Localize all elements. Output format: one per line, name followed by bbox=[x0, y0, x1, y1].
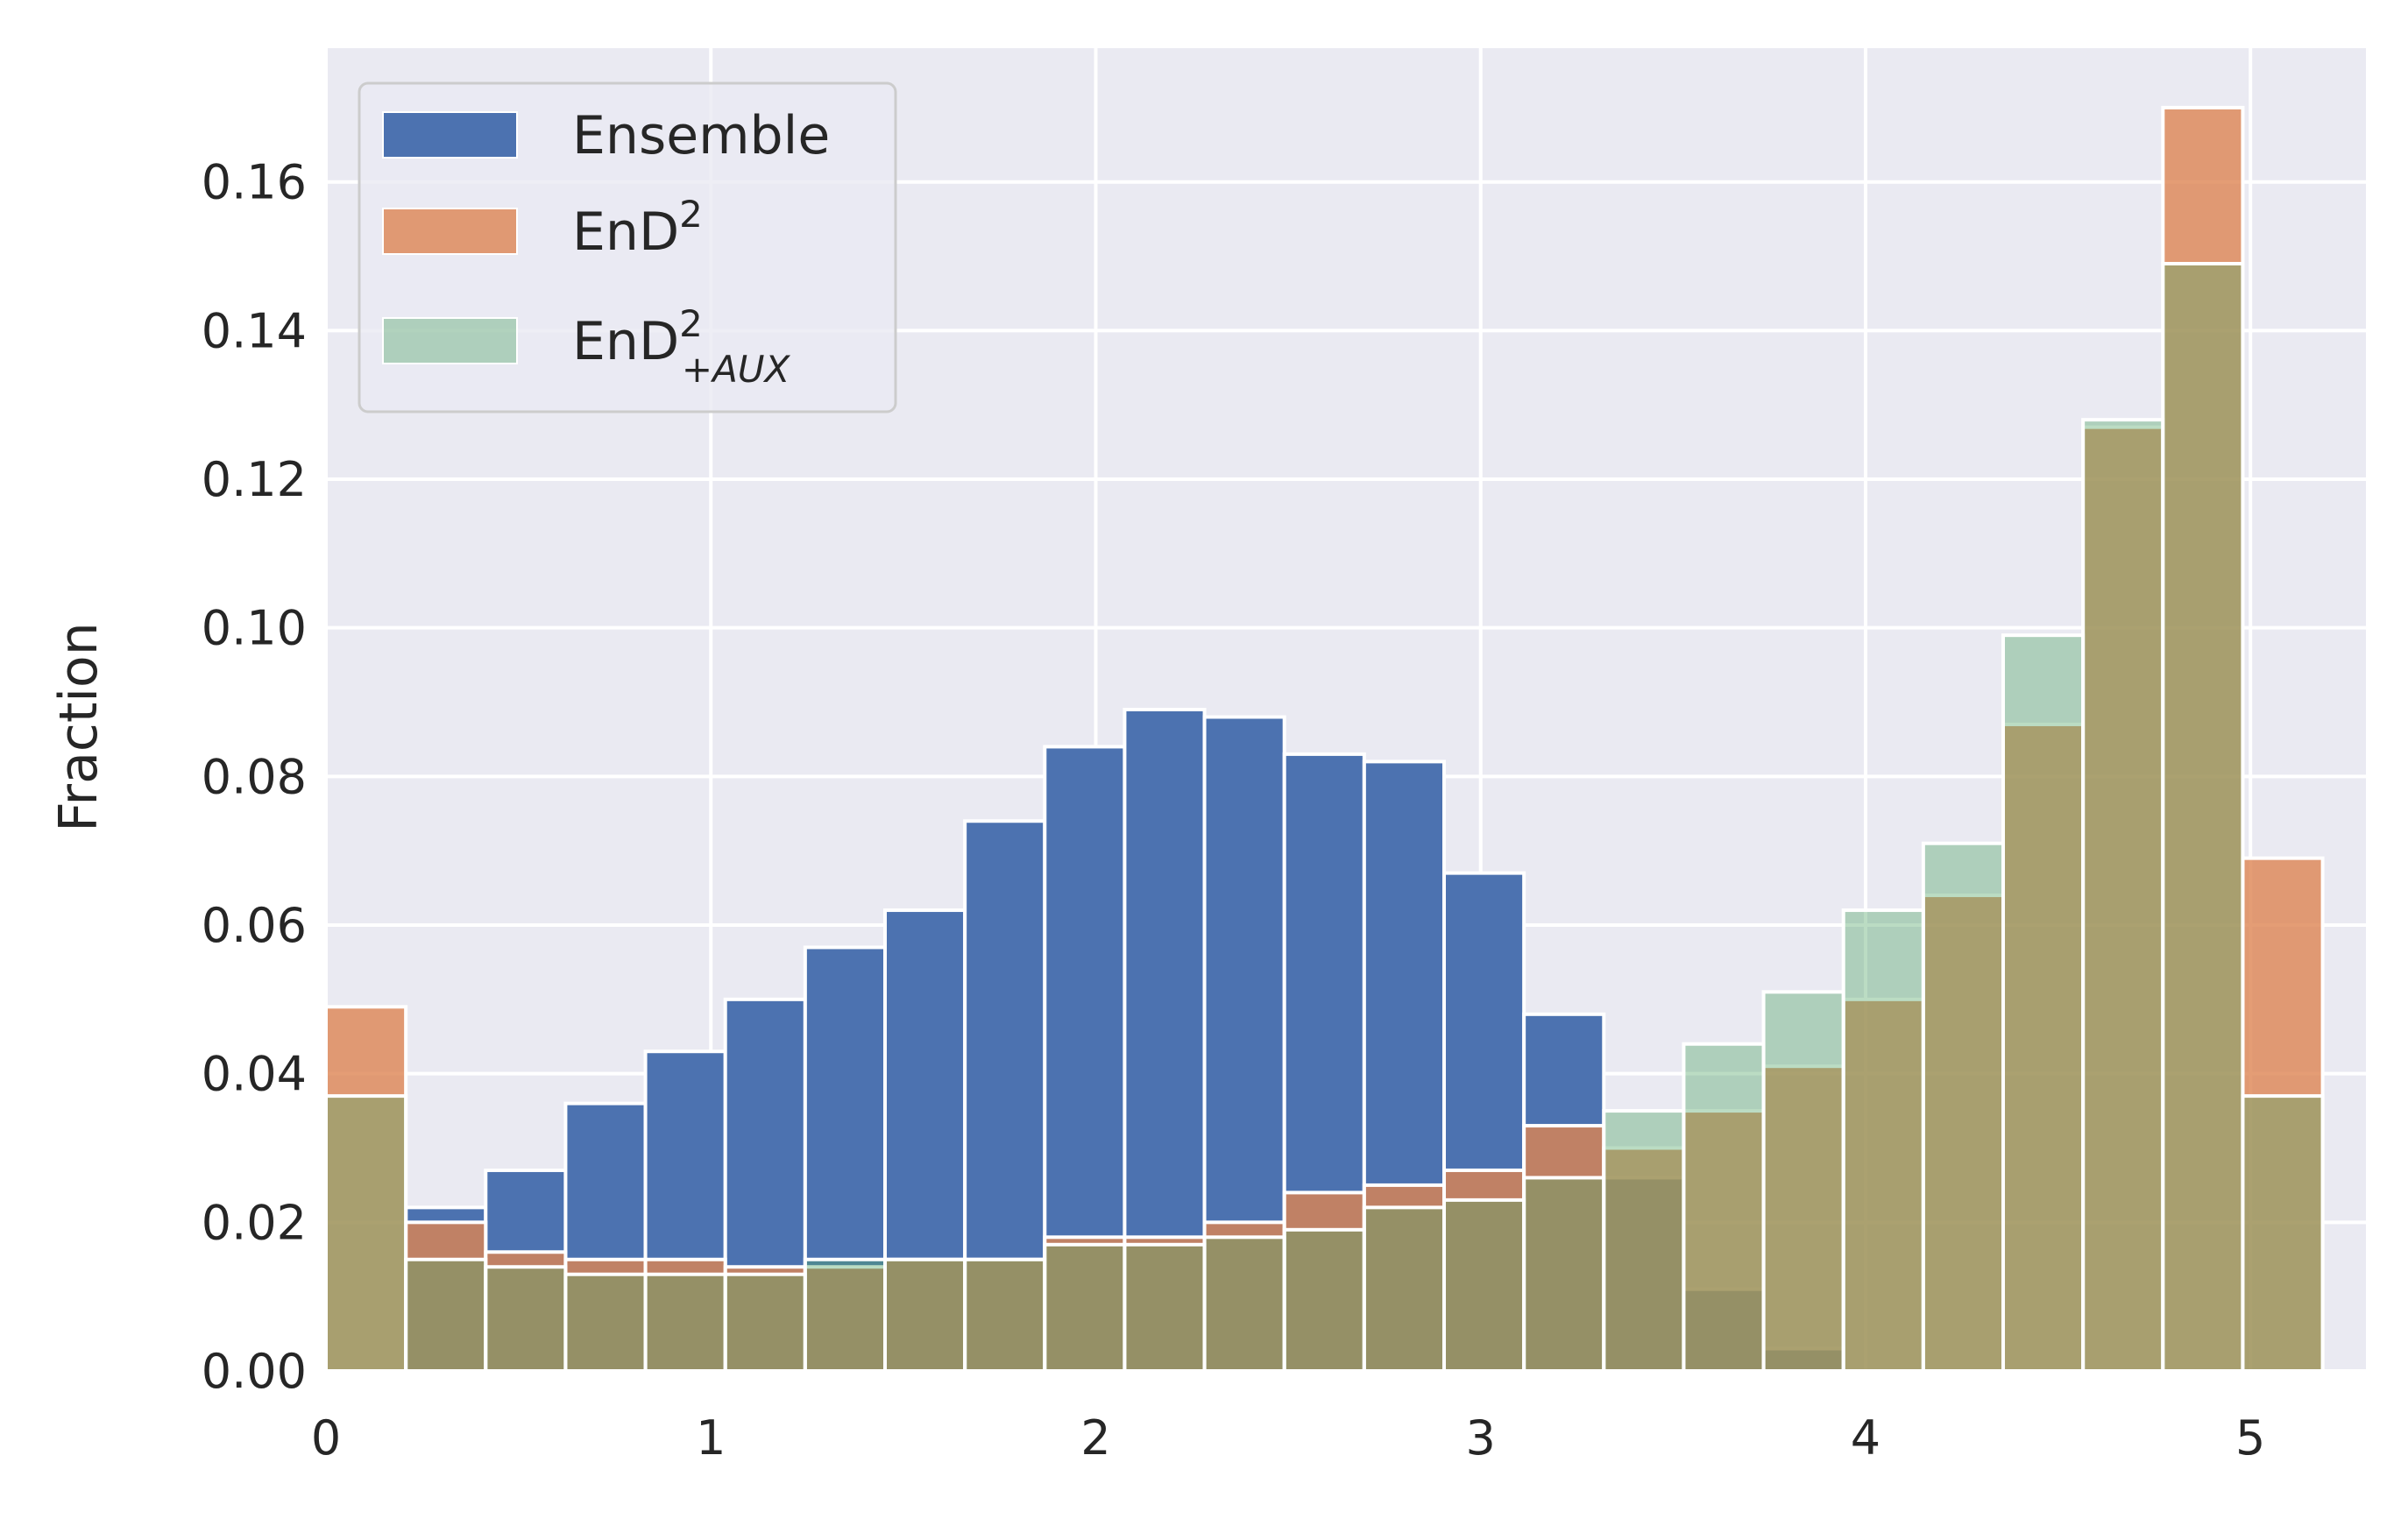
y-tick-label: 0.10 bbox=[202, 601, 307, 656]
legend-swatch-ensemble bbox=[382, 111, 518, 159]
x-tick-label: 5 bbox=[2235, 1410, 2265, 1466]
x-tick-labels: 0 1 2 3 4 5 bbox=[311, 1410, 2266, 1466]
bar bbox=[2161, 105, 2245, 1374]
y-axis-label: Fraction bbox=[48, 622, 110, 832]
y-tick-label: 0.14 bbox=[202, 303, 307, 358]
bar bbox=[1921, 841, 2006, 1373]
bar bbox=[1522, 1176, 1606, 1374]
y-tick-label: 0.08 bbox=[202, 749, 307, 804]
bar bbox=[404, 1257, 488, 1373]
bar bbox=[1123, 1242, 1207, 1373]
bar bbox=[2241, 1094, 2325, 1373]
legend-label-end2-aux-sup: 2 bbox=[679, 302, 703, 345]
y-tick-label: 0.02 bbox=[202, 1195, 307, 1250]
series-end2 bbox=[324, 105, 2325, 1374]
bar bbox=[1202, 1235, 1286, 1373]
legend-box bbox=[358, 81, 897, 413]
bar bbox=[1442, 1197, 1526, 1374]
y-tick-label: 0.00 bbox=[202, 1344, 307, 1399]
bar bbox=[1282, 1190, 1366, 1374]
legend-item-end2-aux: EnD2 +AUX bbox=[382, 302, 791, 391]
y-tick-labels: 0.00 0.02 0.04 0.06 0.08 0.10 0.12 0.14 0.16 bbox=[202, 155, 307, 1399]
bar bbox=[723, 1272, 807, 1374]
bar bbox=[1761, 990, 1845, 1373]
y-tick-label: 0.16 bbox=[202, 155, 307, 210]
x-tick-label: 4 bbox=[1851, 1410, 1880, 1466]
legend-label-end2-aux-sub: +AUX bbox=[682, 348, 791, 391]
y-tick-label: 0.04 bbox=[202, 1047, 307, 1102]
legend-label-end2-aux-text: EnD bbox=[572, 311, 679, 372]
legend-label-end2-text: EnD bbox=[572, 201, 679, 263]
y-tick-label: 0.12 bbox=[202, 452, 307, 507]
y-tick-label: 0.06 bbox=[202, 898, 307, 953]
series-end2-aux bbox=[324, 262, 2325, 1374]
bar bbox=[2161, 262, 2245, 1373]
bars-layer bbox=[324, 105, 2325, 1374]
bar bbox=[643, 1257, 727, 1373]
legend-item-ensemble: Ensemble bbox=[382, 105, 830, 166]
bar bbox=[1841, 908, 1925, 1373]
bar bbox=[2001, 633, 2086, 1373]
legend-label-end2-sup: 2 bbox=[679, 193, 703, 236]
bar bbox=[1043, 1242, 1127, 1373]
bar bbox=[563, 1272, 648, 1374]
x-tick-label: 0 bbox=[311, 1410, 341, 1466]
legend-swatch-end2 bbox=[382, 208, 518, 255]
x-tick-label: 2 bbox=[1080, 1410, 1110, 1466]
legend-label-ensemble: Ensemble bbox=[572, 105, 830, 166]
bar bbox=[803, 1257, 888, 1373]
bar bbox=[1602, 1109, 1686, 1373]
legend-item-end2: EnD2 bbox=[382, 193, 703, 263]
bar bbox=[1282, 1227, 1366, 1373]
x-tick-label: 1 bbox=[696, 1410, 726, 1466]
bar bbox=[1682, 1042, 1766, 1373]
bar bbox=[963, 1257, 1047, 1373]
bar bbox=[803, 1265, 888, 1374]
x-tick-label: 3 bbox=[1466, 1410, 1496, 1466]
bar bbox=[1841, 997, 1925, 1373]
bar bbox=[883, 1257, 967, 1373]
legend-swatch-end2-aux bbox=[382, 317, 518, 364]
bar bbox=[324, 1094, 408, 1373]
bar bbox=[1362, 1205, 1447, 1373]
bar bbox=[484, 1265, 568, 1374]
bar bbox=[324, 1005, 408, 1373]
bar bbox=[643, 1272, 727, 1374]
bar bbox=[2081, 418, 2165, 1373]
legend: Ensemble EnD2 EnD2 +AUX bbox=[358, 81, 897, 413]
legend-label-end2: EnD2 bbox=[572, 193, 703, 263]
legend-label-end2-aux: EnD2 +AUX bbox=[572, 302, 791, 391]
